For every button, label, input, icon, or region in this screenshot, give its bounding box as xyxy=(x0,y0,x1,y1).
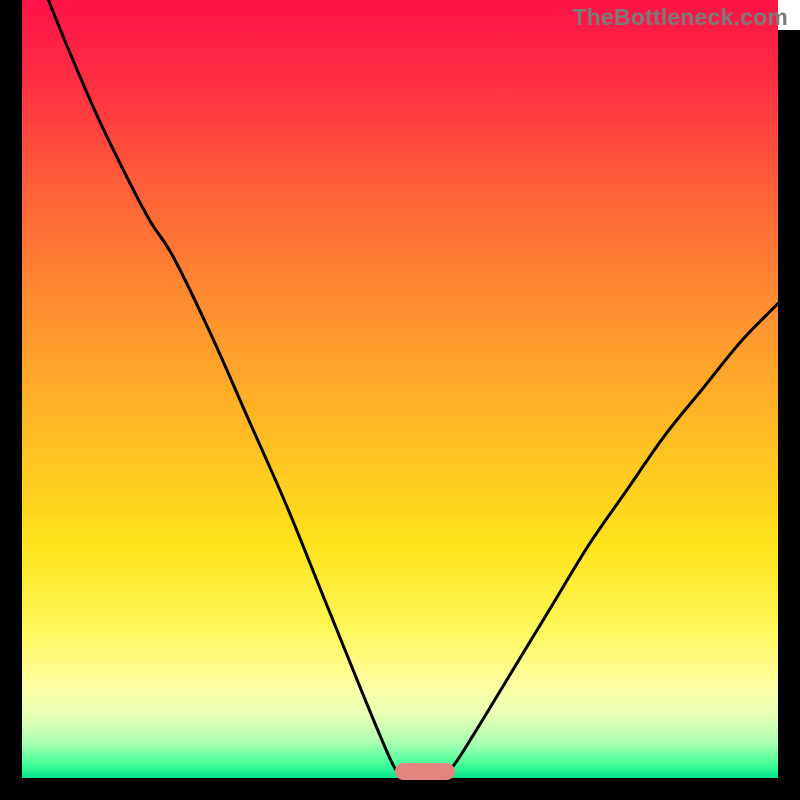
watermark-text: TheBottleneck.com xyxy=(572,4,788,31)
axis-border-right xyxy=(778,30,800,800)
axis-border-left xyxy=(0,0,22,800)
chart-canvas: TheBottleneck.com xyxy=(0,0,800,800)
optimal-range-marker xyxy=(395,763,455,780)
axis-border-bottom xyxy=(0,778,800,800)
gradient-background xyxy=(0,0,800,800)
